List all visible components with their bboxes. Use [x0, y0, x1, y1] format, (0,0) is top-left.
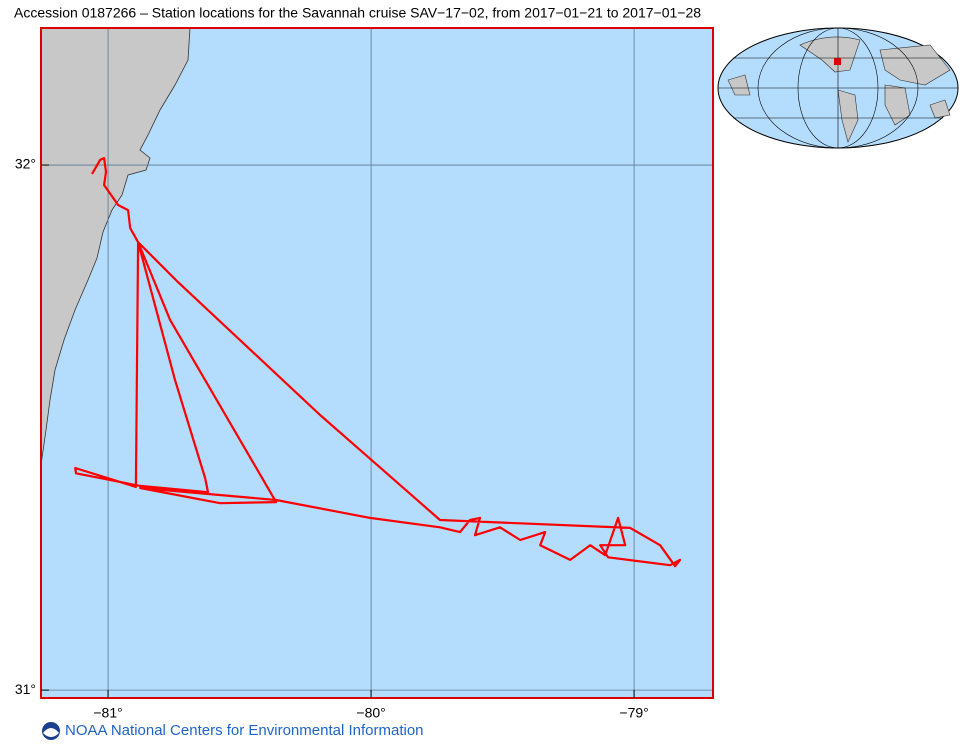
cruise-track	[74, 157, 682, 568]
map-frame	[40, 27, 714, 699]
x-tick-label: −79°	[619, 705, 648, 721]
ocean	[41, 28, 713, 698]
noaa-logo	[42, 722, 60, 740]
globe-inset	[717, 27, 959, 149]
x-tick-label: −81°	[93, 705, 122, 721]
map-title: Accession 0187266 – Station locations fo…	[14, 5, 701, 21]
y-tick-label: 31°	[15, 681, 36, 697]
footer-credit: NOAA National Centers for Environmental …	[65, 722, 424, 739]
x-tick-label: −80°	[356, 705, 385, 721]
y-tick-label: 32°	[15, 156, 36, 172]
